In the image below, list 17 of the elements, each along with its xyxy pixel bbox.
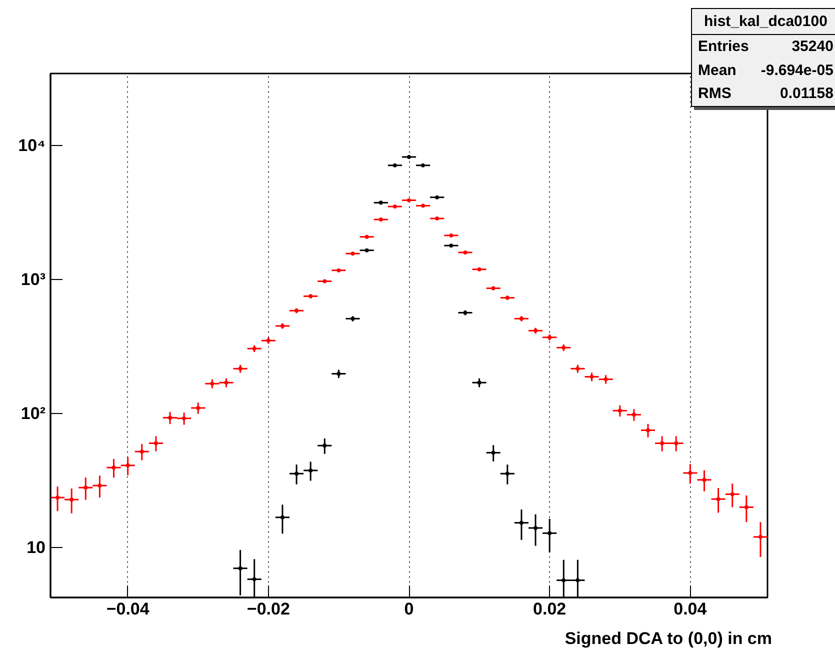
text: Entries	[697, 37, 750, 58]
text: 35240	[790, 37, 834, 58]
text: hist_kal_dca0100	[692, 8, 835, 35]
y-tick-label: 10⁴	[18, 136, 46, 155]
x-tick-label: 0	[404, 600, 414, 618]
y-tick-label: 10³	[20, 270, 46, 289]
x-axis-title: Signed DCA to (0,0) in cm	[564, 628, 772, 650]
annotation: RMS	[697, 84, 732, 104]
annotation: Mean	[697, 60, 738, 81]
y-tick-label: 10²	[20, 404, 46, 424]
text: 0.01158	[779, 84, 834, 104]
x-tick-label: 0.02	[533, 600, 566, 618]
x-tick-label: 0.04	[674, 600, 708, 618]
annotation: -9.694e-05	[760, 60, 834, 81]
x-tick-label: −0.02	[246, 600, 290, 618]
y-tick-label: 10	[26, 538, 46, 558]
x-tick-label: −0.04	[106, 600, 150, 618]
